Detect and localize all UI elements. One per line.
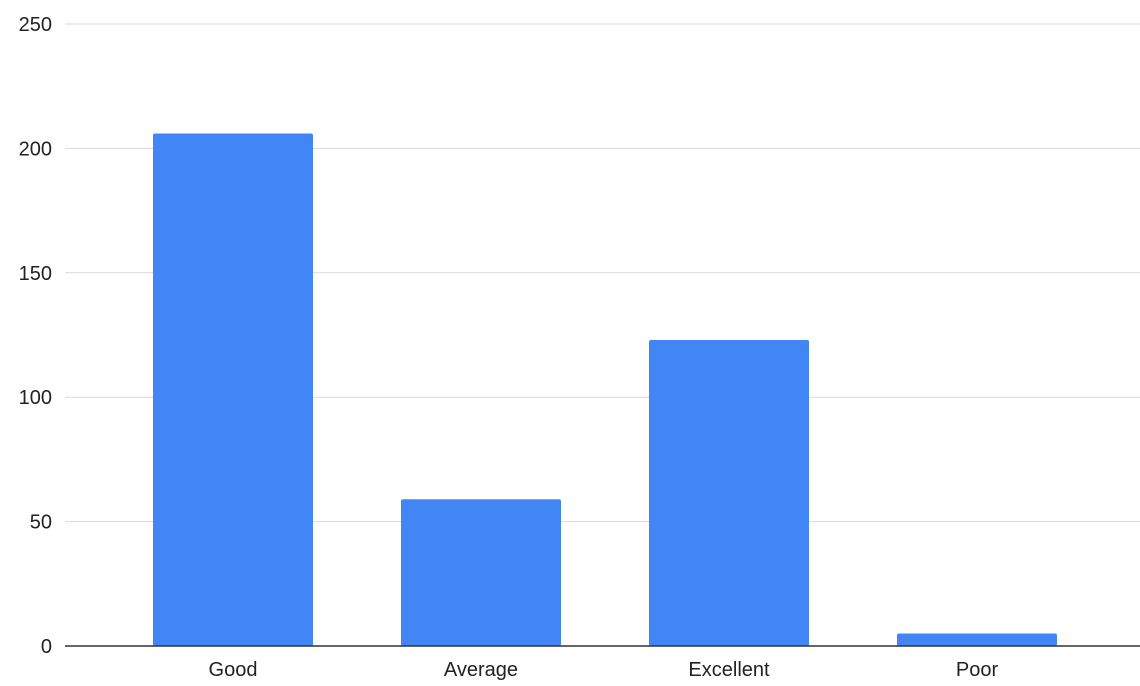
y-axis-ticks: 0 50 100 150 200 250 <box>19 14 52 658</box>
y-tick-label: 100 <box>19 387 52 409</box>
bar-poor <box>897 633 1057 646</box>
x-axis-ticks: Good Average Excellent Poor <box>209 659 999 681</box>
bar-excellent <box>649 339 809 646</box>
y-tick-label: 0 <box>41 636 52 658</box>
y-tick-label: 250 <box>19 14 52 36</box>
bar-good <box>153 133 313 647</box>
y-tick-label: 200 <box>19 138 52 160</box>
y-tick-label: 50 <box>30 512 52 534</box>
bars <box>153 133 1057 647</box>
y-tick-label: 150 <box>19 263 52 285</box>
x-tick-label-average: Average <box>444 659 518 681</box>
x-tick-label-good: Good <box>209 659 258 681</box>
bar-average <box>401 499 561 646</box>
x-tick-label-excellent: Excellent <box>688 659 770 681</box>
x-tick-label-poor: Poor <box>956 659 999 681</box>
